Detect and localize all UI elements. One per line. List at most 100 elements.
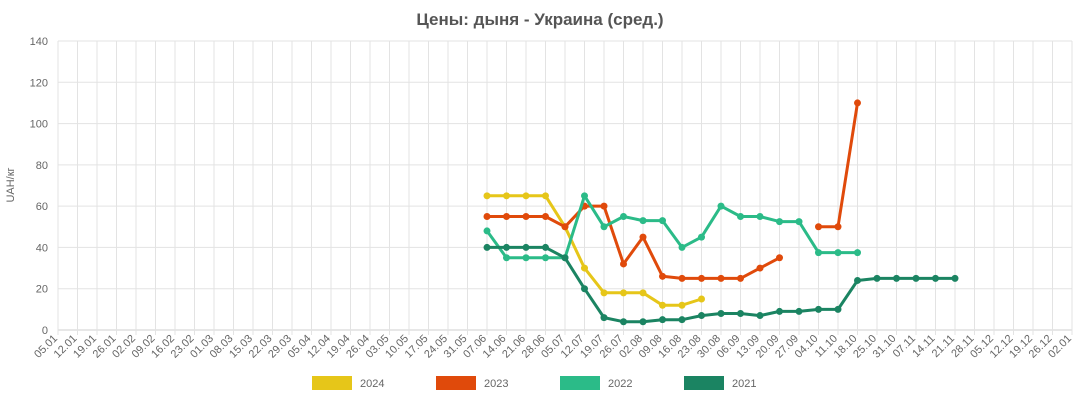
- data-point[interactable]: [483, 227, 491, 235]
- data-point[interactable]: [659, 301, 666, 309]
- data-point[interactable]: [756, 312, 764, 320]
- y-tick-label: 80: [36, 160, 48, 172]
- data-point[interactable]: [756, 264, 764, 272]
- data-point[interactable]: [581, 192, 588, 200]
- legend-swatch: [684, 376, 724, 390]
- y-axis: 0 20 40 60 80 100 120 140: [30, 36, 48, 337]
- data-point[interactable]: [678, 316, 686, 324]
- data-point[interactable]: [581, 264, 588, 272]
- data-point[interactable]: [795, 307, 803, 315]
- data-point[interactable]: [503, 254, 510, 262]
- data-point[interactable]: [834, 305, 842, 313]
- data-point[interactable]: [522, 192, 530, 200]
- data-point[interactable]: [639, 233, 647, 241]
- data-point[interactable]: [503, 192, 510, 200]
- legend-label: 2024: [360, 378, 384, 390]
- y-tick-label: 20: [36, 284, 48, 296]
- data-point[interactable]: [542, 254, 549, 262]
- data-point[interactable]: [620, 289, 627, 297]
- data-point[interactable]: [639, 289, 647, 297]
- y-axis-label: UAH/кг: [5, 167, 17, 202]
- legend-item-2022[interactable]: 2022: [560, 376, 632, 390]
- data-point[interactable]: [776, 307, 783, 315]
- data-point[interactable]: [717, 274, 725, 282]
- data-point[interactable]: [951, 274, 959, 282]
- legend-item-2021[interactable]: 2021: [684, 376, 756, 390]
- legend-swatch: [560, 376, 600, 390]
- data-point[interactable]: [522, 212, 530, 220]
- data-point[interactable]: [483, 192, 491, 200]
- data-point[interactable]: [639, 217, 647, 225]
- data-point[interactable]: [678, 274, 686, 282]
- data-point[interactable]: [815, 249, 822, 257]
- data-point[interactable]: [639, 318, 647, 326]
- data-point[interactable]: [873, 274, 881, 282]
- data-point[interactable]: [659, 217, 666, 225]
- data-point[interactable]: [834, 223, 842, 231]
- data-point[interactable]: [659, 272, 666, 280]
- data-point[interactable]: [776, 218, 783, 226]
- data-point[interactable]: [600, 202, 608, 210]
- data-point[interactable]: [795, 218, 803, 226]
- data-point[interactable]: [737, 274, 744, 282]
- data-point[interactable]: [932, 274, 939, 282]
- data-point[interactable]: [483, 243, 491, 251]
- data-point[interactable]: [717, 309, 725, 317]
- legend-label: 2022: [608, 378, 632, 390]
- data-point[interactable]: [815, 305, 822, 313]
- data-point[interactable]: [698, 295, 705, 303]
- data-point[interactable]: [600, 314, 608, 322]
- data-point[interactable]: [854, 249, 861, 257]
- legend-item-2023[interactable]: 2023: [436, 376, 508, 390]
- data-point[interactable]: [698, 233, 705, 241]
- y-tick-label: 60: [36, 201, 48, 213]
- data-point[interactable]: [737, 212, 744, 220]
- data-point[interactable]: [756, 212, 764, 220]
- data-point[interactable]: [659, 316, 666, 324]
- data-point[interactable]: [893, 274, 900, 282]
- data-point[interactable]: [620, 212, 627, 220]
- data-point[interactable]: [737, 309, 744, 317]
- data-point[interactable]: [503, 212, 510, 220]
- y-tick-label: 140: [30, 36, 48, 48]
- data-point[interactable]: [854, 99, 861, 107]
- y-tick-label: 40: [36, 242, 48, 254]
- data-point[interactable]: [698, 312, 705, 320]
- data-point[interactable]: [717, 202, 725, 210]
- data-point[interactable]: [620, 318, 627, 326]
- legend-swatch: [436, 376, 476, 390]
- series-2021: [483, 243, 959, 326]
- data-point[interactable]: [581, 285, 588, 293]
- data-point[interactable]: [678, 301, 686, 309]
- data-point[interactable]: [522, 243, 530, 251]
- series-line: [487, 102, 859, 280]
- legend-item-2024[interactable]: 2024: [312, 376, 384, 390]
- data-point[interactable]: [620, 260, 627, 268]
- legend-label: 2021: [732, 378, 756, 390]
- data-point[interactable]: [600, 289, 608, 297]
- data-point[interactable]: [483, 212, 491, 220]
- x-tick-label: 02.01: [1046, 333, 1074, 361]
- data-point[interactable]: [912, 274, 920, 282]
- chart-grid: [57, 40, 1073, 335]
- series-2023: [483, 99, 861, 282]
- chart-title: Цены: дыня - Украина (сред.): [416, 10, 663, 29]
- data-point[interactable]: [503, 243, 510, 251]
- data-point[interactable]: [542, 212, 549, 220]
- x-axis: 05.0112.0119.0126.0102.0209.0216.0223.02…: [32, 333, 1074, 361]
- data-point[interactable]: [561, 254, 569, 262]
- data-point[interactable]: [522, 254, 530, 262]
- data-point[interactable]: [834, 249, 842, 257]
- y-tick-label: 120: [30, 77, 48, 89]
- data-point[interactable]: [815, 223, 822, 231]
- data-point[interactable]: [698, 274, 705, 282]
- data-point[interactable]: [561, 223, 569, 231]
- data-point[interactable]: [542, 192, 549, 200]
- data-point[interactable]: [854, 276, 861, 284]
- data-point[interactable]: [678, 243, 686, 251]
- data-point[interactable]: [776, 254, 783, 262]
- y-tick-label: 100: [30, 119, 48, 131]
- data-point[interactable]: [542, 243, 549, 251]
- data-point[interactable]: [600, 223, 608, 231]
